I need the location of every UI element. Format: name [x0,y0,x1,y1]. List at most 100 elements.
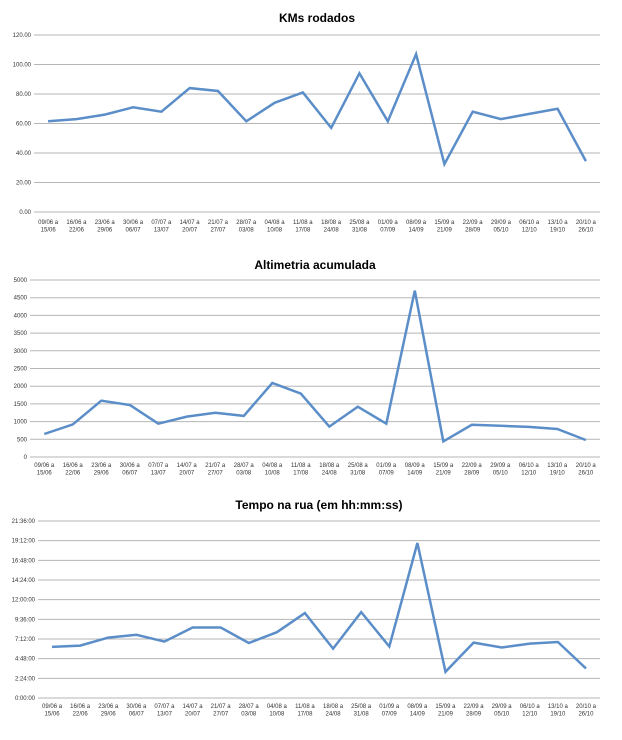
x-tick-label: 22/09 a 28/09 [462,463,483,477]
x-tick-label: 21/07 a 27/07 [208,220,229,234]
x-tick-line: 07/07 a [154,704,175,710]
x-tick-label: 11/08 a 17/08 [291,463,311,477]
x-tick-label: 20/10 a 26/10 [576,220,597,234]
x-tick-label: 06/10 a 12/10 [519,463,540,477]
x-tick-line: 15/06 [41,228,57,234]
x-tick-label: 16/06 a 22/06 [70,704,91,718]
x-tick-line: 11/08 a [291,463,311,469]
y-tick-label: 3000 [14,349,28,355]
x-tick-line: 10/08 [267,228,283,234]
y-tick-label: 4000 [14,313,28,319]
x-tick-label: 20/10 a 26/10 [576,704,597,718]
x-tick-line: 30/06 a [123,220,144,226]
x-tick-line: 27/07 [208,471,224,477]
x-tick-label: 18/08 a 24/08 [321,220,342,234]
chart-1: KMs rodados 0.00 20.00 40.00 60.00 80.00 100.0… [13,11,600,234]
x-tick-line: 06/10 a [519,463,540,469]
x-tick-line: 30/06 a [120,463,141,469]
x-tick-line: 03/08 [236,471,252,477]
x-tick-line: 30/06 a [126,704,147,710]
y-tick-label: 4500 [14,296,28,302]
x-tick-label: 07/07 a 13/07 [151,220,172,234]
y-tick-label: 1000 [14,420,28,426]
x-tick-line: 28/09 [466,712,482,718]
x-tick-line: 06/07 [126,228,142,234]
x-tick-line: 07/09 [382,712,398,718]
x-tick-label: 07/07 a 13/07 [148,463,169,477]
x-tick-label: 15/09 a 21/09 [433,463,454,477]
x-tick-label: 18/08 a 24/08 [319,463,340,477]
x-tick-line: 18/08 a [319,463,340,469]
x-tick-line: 07/07 a [148,463,169,469]
x-tick-line: 01/09 a [379,704,400,710]
y-tick-label: 4:48:00 [15,657,36,663]
x-tick-label: 23/06 a 29/06 [95,220,116,234]
x-tick-label: 09/06 a 15/06 [34,463,55,477]
y-tick-label: 20.00 [16,181,32,187]
y-tick-label: 16:48:00 [12,558,36,564]
x-tick-label: 11/08 a 17/08 [293,220,313,234]
x-tick-label: 18/08 a 24/08 [323,704,344,718]
x-tick-label: 08/09 a 14/09 [405,463,426,477]
x-tick-line: 28/07 a [236,220,257,226]
x-tick-label: 22/09 a 28/09 [464,704,485,718]
x-tick-line: 29/06 [97,228,113,234]
x-tick-line: 03/08 [239,228,255,234]
x-tick-line: 15/06 [37,471,53,477]
x-tick-line: 20/07 [182,228,198,234]
x-tick-line: 14/07 a [177,463,198,469]
x-tick-line: 14/07 a [180,220,201,226]
x-tick-line: 08/09 a [407,704,428,710]
x-tick-line: 22/09 a [463,220,484,226]
x-tick-line: 06/07 [129,712,145,718]
x-tick-label: 30/06 a 06/07 [123,220,144,234]
x-tick-label: 08/09 a 14/09 [407,704,428,718]
y-tick-label: 120.00 [13,33,32,39]
x-tick-line: 12/10 [522,712,538,718]
x-tick-line: 08/09 a [406,220,427,226]
x-tick-line: 25/08 a [348,463,369,469]
x-tick-line: 13/07 [157,712,173,718]
y-tick-label: 9:36:00 [15,617,36,623]
x-tick-line: 22/06 [65,471,81,477]
x-tick-line: 22/09 a [464,704,485,710]
x-tick-line: 12/10 [522,228,538,234]
x-tick-label: 15/09 a 21/09 [435,704,456,718]
x-tick-line: 16/06 a [63,463,84,469]
x-tick-line: 10/08 [265,471,281,477]
x-tick-line: 15/09 a [435,704,456,710]
y-tick-label: 60.00 [16,122,32,128]
x-tick-line: 31/08 [354,712,370,718]
x-tick-line: 17/08 [295,228,311,234]
x-tick-line: 29/06 [101,712,117,718]
x-tick-line: 27/07 [213,712,229,718]
x-tick-label: 06/10 a 12/10 [519,220,540,234]
x-tick-line: 04/08 a [262,463,283,469]
x-tick-label: 01/09 a 07/09 [376,463,397,477]
series-line [51,542,587,675]
x-tick-line: 23/06 a [95,220,116,226]
x-tick-line: 12/10 [521,471,537,477]
x-tick-line: 15/09 a [433,463,454,469]
x-tick-label: 01/09 a 07/09 [379,704,400,718]
x-tick-line: 28/09 [465,228,481,234]
y-tick-label: 1500 [14,402,28,408]
chart-2: Altimetria acumulada 0 500 1000 1500 2000 2500… [14,258,600,477]
y-tick-label: 3500 [14,331,28,337]
x-tick-line: 09/06 a [42,704,63,710]
x-tick-line: 21/09 [436,471,452,477]
x-tick-line: 29/09 a [490,463,511,469]
x-tick-label: 14/07 a 20/07 [180,220,201,234]
x-tick-line: 19/10 [550,471,566,477]
x-tick-line: 21/07 a [208,220,229,226]
y-tick-label: 19:12:00 [12,539,36,545]
x-tick-line: 01/09 a [378,220,399,226]
x-tick-line: 26/10 [578,712,594,718]
x-tick-line: 05/10 [493,471,509,477]
x-tick-line: 13/07 [154,228,170,234]
x-tick-line: 09/06 a [34,463,55,469]
x-tick-line: 22/06 [69,228,85,234]
x-tick-line: 11/08 a [295,704,315,710]
x-tick-label: 11/08 a 17/08 [295,704,315,718]
